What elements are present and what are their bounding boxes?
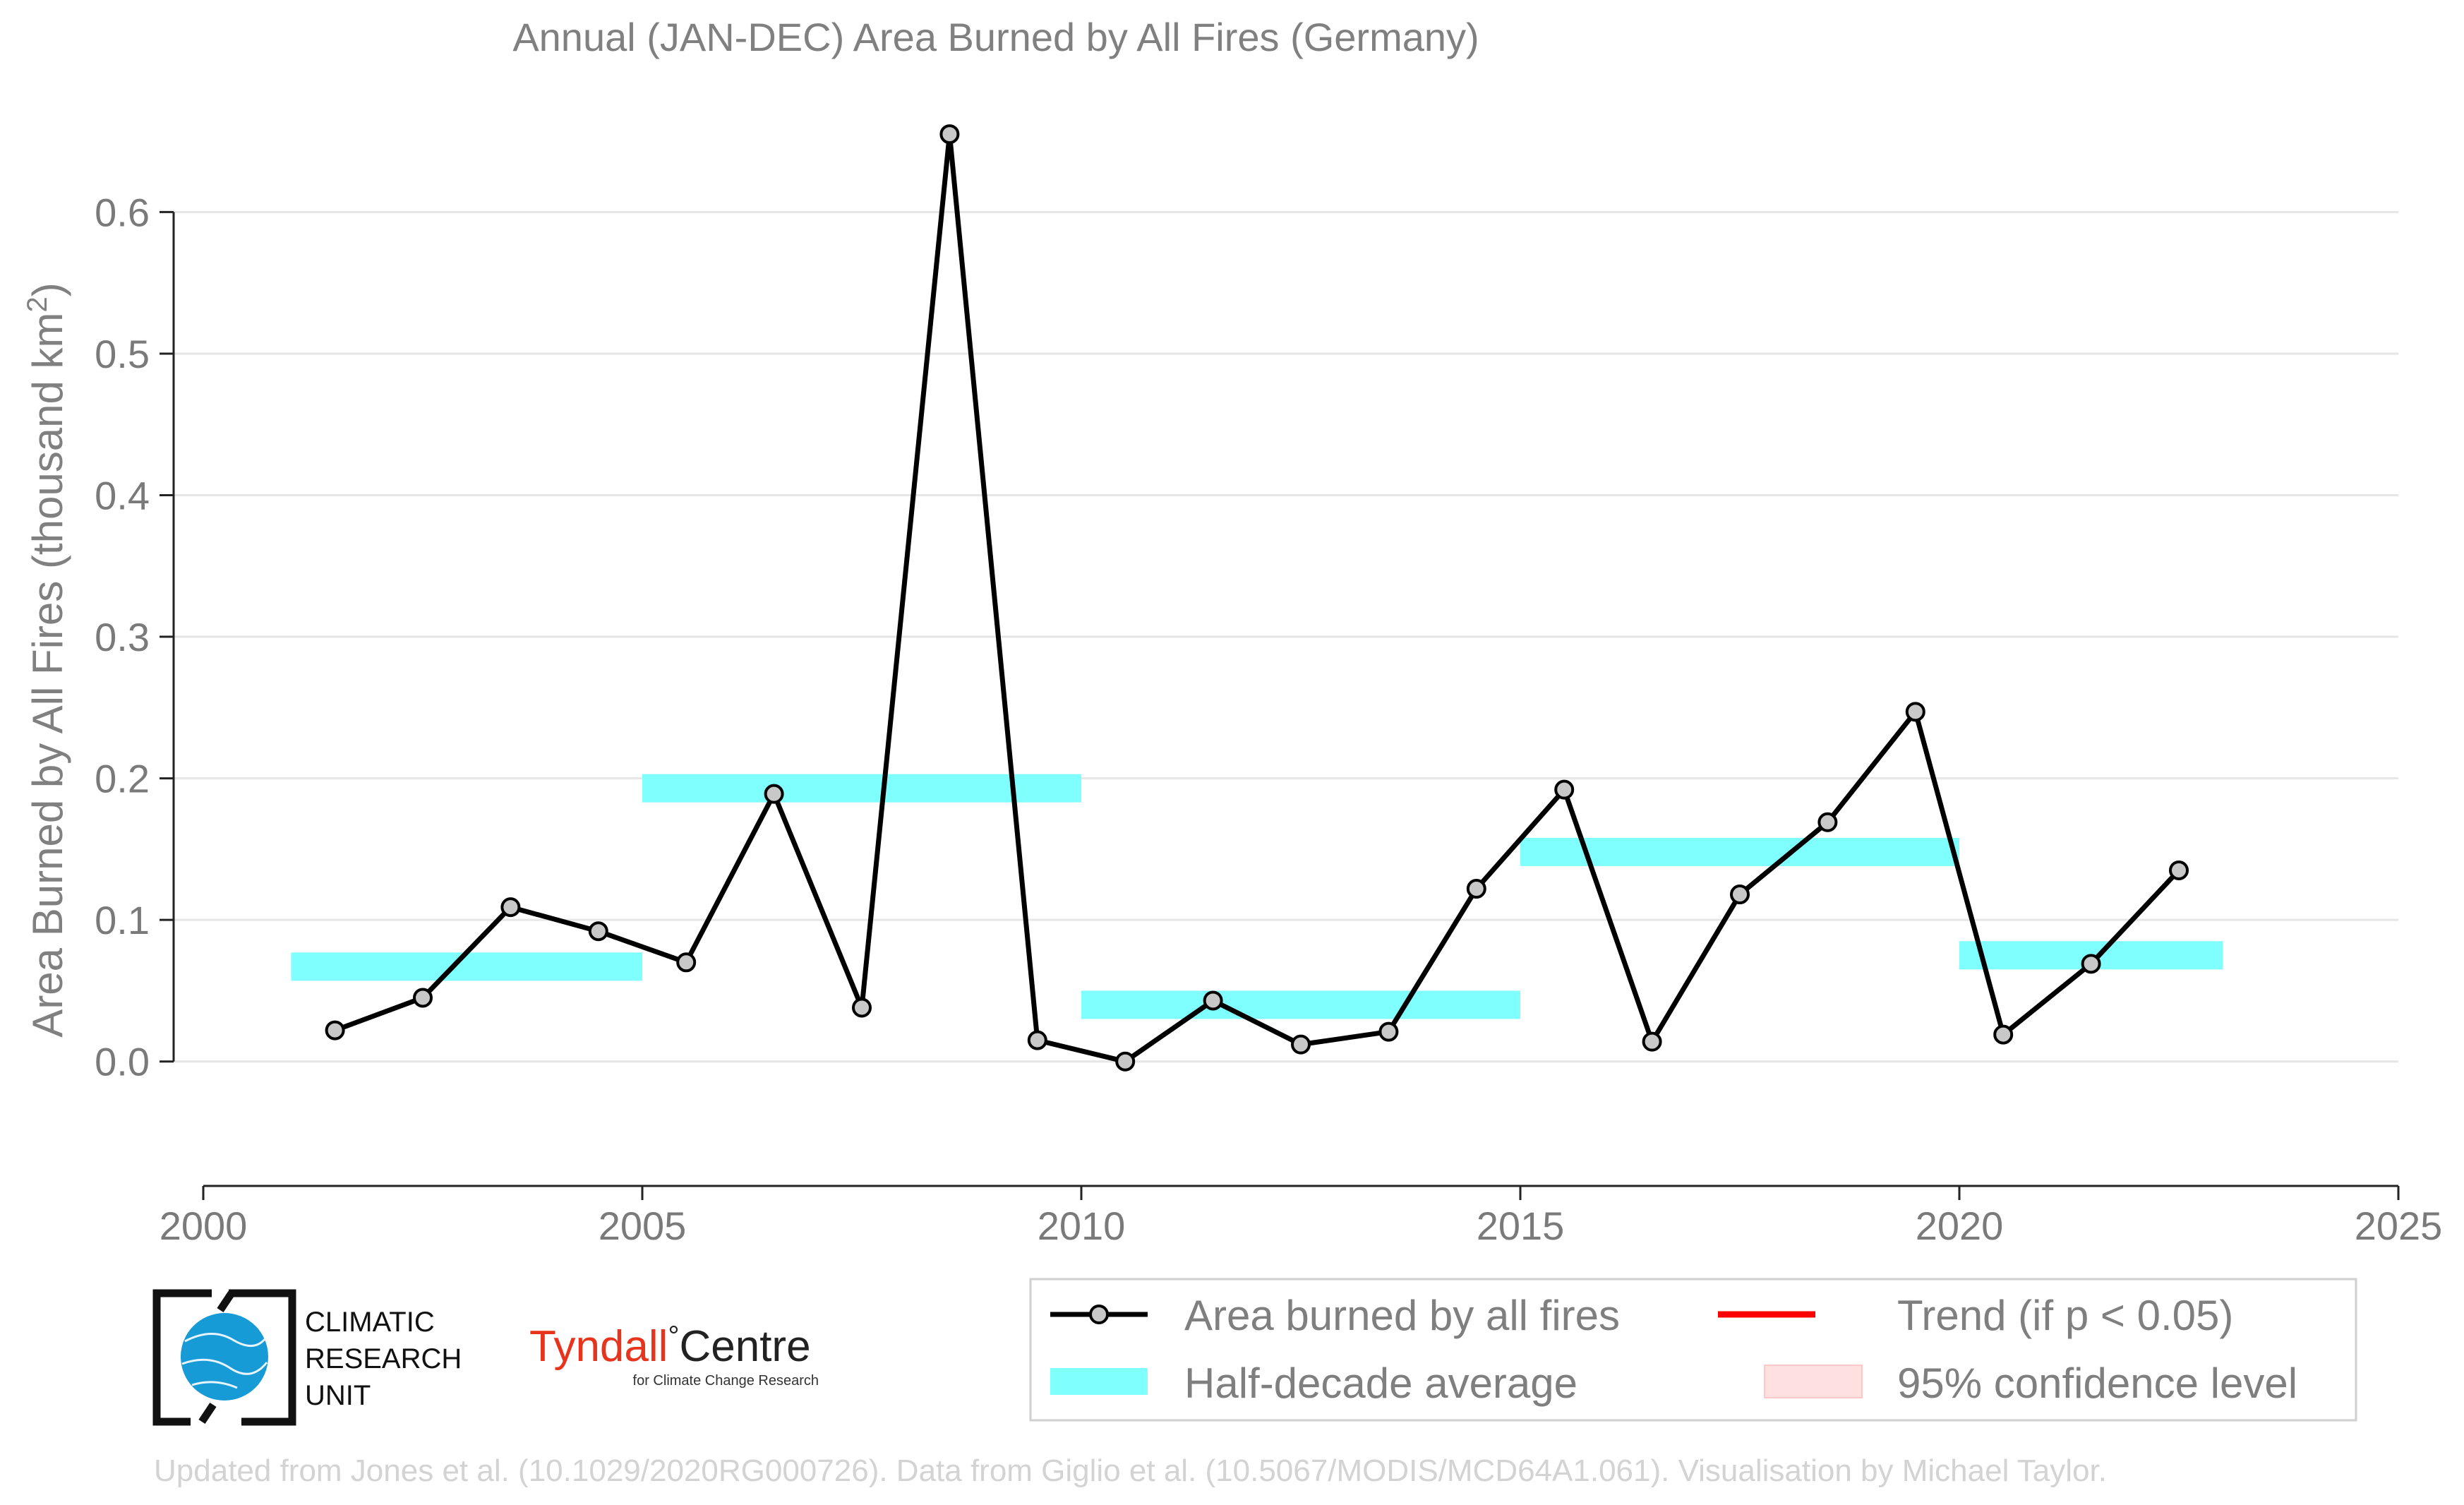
svg-text:Tyndall°Centre: Tyndall°Centre (529, 1321, 811, 1371)
cru-logo: CLIMATIC RESEARCH UNIT (152, 1289, 462, 1426)
legend-symbol-confidence (1764, 1365, 1863, 1398)
data-point (939, 124, 960, 145)
y-tick-label: 0.0 (95, 1040, 150, 1084)
data-point (1817, 812, 1838, 832)
y-axis-label-close: ) (24, 282, 71, 296)
half-decade-band (1520, 837, 1959, 866)
y-axis-label: Area Burned by All Fires (thousand km2) (22, 282, 71, 1037)
legend-label-area-burned: Area burned by all fires (1184, 1292, 1620, 1339)
data-point (1905, 702, 1925, 722)
legend-symbol-half-decade (1050, 1368, 1148, 1395)
y-axis-label-superscript: 2 (22, 296, 53, 312)
legend-label-half-decade: Half-decade average (1184, 1360, 1577, 1407)
credit-line: Updated from Jones et al. (10.1029/2020R… (154, 1453, 2107, 1488)
y-tick-label: 0.6 (95, 190, 150, 234)
data-point (1993, 1024, 2014, 1045)
tyndall-word: Tyndall (529, 1322, 668, 1371)
tyndall-logo: Tyndall°Centre for Climate Change Resear… (529, 1321, 819, 1389)
tyndall-subtitle: for Climate Change Research (633, 1373, 819, 1389)
data-point (1466, 879, 1486, 899)
x-tick-label: 2025 (2355, 1204, 2443, 1248)
series-area-burned (325, 124, 2189, 1072)
x-tick-label: 2000 (160, 1204, 248, 1248)
data-point (852, 997, 872, 1018)
cru-line-2: RESEARCH (305, 1343, 462, 1374)
x-tick-label: 2010 (1038, 1204, 1126, 1248)
legend-label-confidence: 95% confidence level (1897, 1360, 2297, 1407)
data-point (1730, 885, 1750, 905)
y-tick-label: 0.1 (95, 898, 150, 942)
y-axis: 0.0 0.1 0.2 0.3 0.4 0.5 0.6 (95, 190, 175, 1084)
x-tick-label: 2015 (1477, 1204, 1565, 1248)
half-decade-band (291, 952, 642, 981)
data-point (413, 988, 433, 1008)
y-tick-label: 0.3 (95, 615, 150, 659)
data-point (588, 921, 608, 942)
half-decade-band (1081, 990, 1520, 1019)
tyndall-degree: ° (668, 1321, 679, 1352)
data-point (500, 897, 521, 918)
data-point (2169, 860, 2189, 880)
data-point (1291, 1034, 1311, 1055)
cru-line-1: CLIMATIC (305, 1307, 435, 1338)
legend-frame (1029, 1278, 2357, 1422)
data-point (1554, 779, 1575, 800)
globe-icon (181, 1313, 268, 1401)
data-point (1378, 1021, 1399, 1042)
data-point (1115, 1051, 1136, 1072)
data-point (325, 1020, 345, 1041)
half-decade-band (642, 774, 1081, 803)
data-point (1027, 1030, 1047, 1050)
y-tick-label: 0.2 (95, 757, 150, 801)
data-point (676, 952, 697, 973)
y-tick-label: 0.5 (95, 332, 150, 376)
x-tick-label: 2020 (1916, 1204, 2004, 1248)
data-point (2081, 954, 2101, 974)
legend-symbol-area-burned-marker (1089, 1305, 1109, 1324)
data-point (764, 784, 784, 804)
x-axis: 2000 2005 2010 2015 2020 2025 (160, 1185, 2443, 1248)
y-tick-label: 0.4 (95, 473, 150, 517)
data-point (1642, 1031, 1662, 1052)
chart-title: Annual (JAN-DEC) Area Burned by All Fire… (512, 15, 1479, 59)
legend: Area burned by all fires Trend (if p < 0… (1029, 1278, 2357, 1422)
data-point (1203, 990, 1223, 1011)
half-decade-average-bands (291, 774, 2223, 1019)
series-line (334, 131, 2181, 1065)
grid-lines (174, 210, 2398, 1063)
cru-line-3: UNIT (305, 1380, 371, 1411)
legend-label-trend: Trend (if p < 0.05) (1897, 1292, 2233, 1339)
tyndall-centre-word: Centre (679, 1322, 810, 1371)
x-tick-label: 2005 (599, 1204, 687, 1248)
